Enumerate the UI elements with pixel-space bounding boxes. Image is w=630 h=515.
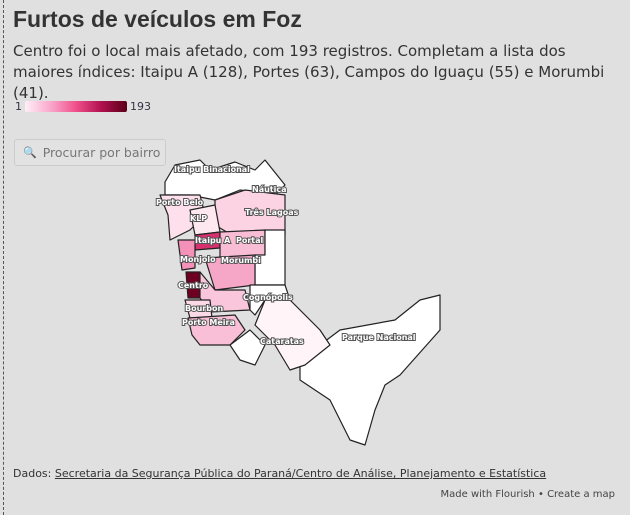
map-label: Três Lagoas xyxy=(245,207,299,217)
region-south[interactable] xyxy=(229,329,266,366)
map-label: Parque Nacional xyxy=(342,333,416,342)
map-label: Cataratas xyxy=(260,337,304,346)
search-input[interactable]: 🔍 Procurar por bairro xyxy=(14,139,166,166)
source-link[interactable]: Secretaria da Segurança Pública do Paran… xyxy=(54,467,547,480)
legend-max: 193 xyxy=(130,100,151,113)
region-monjolo[interactable] xyxy=(177,239,196,271)
region-cataratas[interactable] xyxy=(254,299,331,371)
create-map-link[interactable]: Create a map xyxy=(547,489,615,500)
map-label: Portal xyxy=(236,236,264,245)
map-label: Morumbi xyxy=(221,256,261,265)
legend-min: 1 xyxy=(15,100,22,113)
map-label: Bourbon xyxy=(185,304,223,313)
map-label: KLP xyxy=(190,214,207,223)
map-label: Itaipu A xyxy=(195,236,231,245)
region-cognopolis[interactable] xyxy=(249,284,291,316)
source-prefix: Dados: xyxy=(13,467,52,480)
map-label: Porto Meira xyxy=(182,318,235,327)
region-parque-nacional[interactable] xyxy=(299,294,441,446)
subtitle: Centro foi o local mais afetado, com 193… xyxy=(13,42,605,102)
search-placeholder: Procurar por bairro xyxy=(42,145,161,160)
map-label: Itaipu Binacional xyxy=(174,165,250,174)
map-label: Náutica xyxy=(252,185,287,194)
map-label: Centro xyxy=(178,281,209,290)
region-porto-belo[interactable] xyxy=(159,194,206,241)
page-title: Furtos de veículos em Foz xyxy=(13,6,302,32)
credit: Made with Flourish • Create a map xyxy=(441,489,615,500)
map-label: Monjolo xyxy=(180,255,216,264)
source-note: Dados: Secretaria da Segurança Pública d… xyxy=(13,467,546,480)
embed-frame xyxy=(3,0,630,515)
map-label: Porto Belo xyxy=(156,198,204,207)
map-label: Cognópolis xyxy=(243,292,293,302)
made-with-flourish-link[interactable]: Made with Flourish xyxy=(440,489,535,500)
separator: • xyxy=(537,489,544,500)
color-legend: 1 193 xyxy=(15,100,151,113)
search-icon: 🔍 xyxy=(23,146,37,159)
legend-gradient xyxy=(25,101,127,112)
